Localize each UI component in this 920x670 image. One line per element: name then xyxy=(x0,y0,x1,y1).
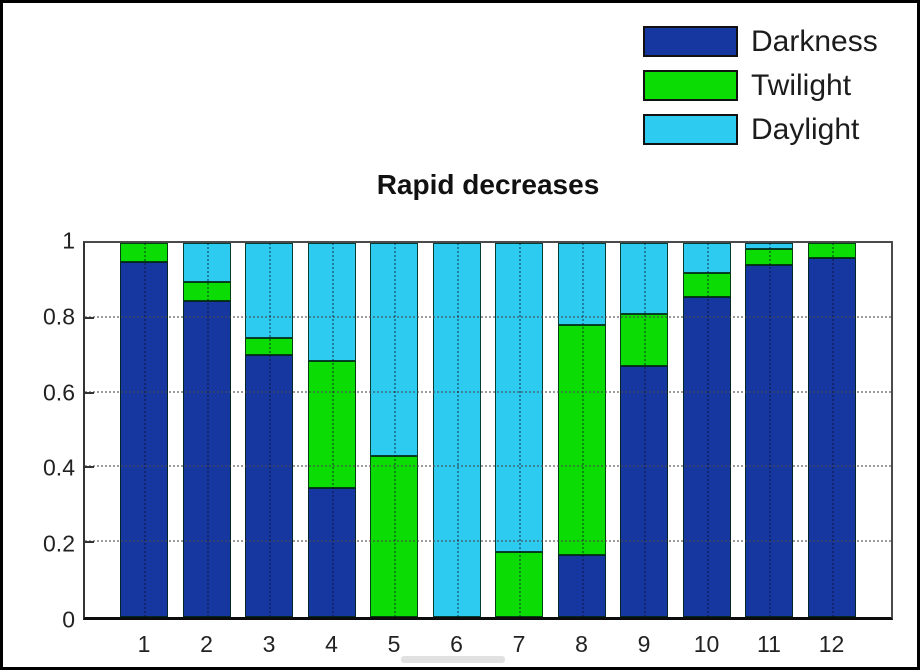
legend-item-darkness: Darkness xyxy=(643,25,878,58)
daylight-swatch xyxy=(643,114,738,145)
twilight-swatch xyxy=(643,70,738,101)
bar-5-segment-twilight xyxy=(370,456,418,617)
stacked-bar-4 xyxy=(307,243,356,617)
y-tick-label-0.2: 0.2 xyxy=(43,530,75,557)
y-tick-label-0.6: 0.6 xyxy=(43,379,75,406)
bar-3-segment-twilight xyxy=(245,338,293,356)
stacked-bar-7 xyxy=(495,243,543,617)
x-tick-label-10: 10 xyxy=(693,631,720,657)
x-tick-label-3: 3 xyxy=(262,631,276,657)
chart-title: Rapid decreases xyxy=(376,169,600,200)
darkness-swatch xyxy=(643,26,738,57)
bar-4-segment-darkness xyxy=(307,487,356,617)
stacked-bar-9 xyxy=(620,243,668,617)
bar-9-segment-darkness xyxy=(620,366,668,617)
x-tick-label-4: 4 xyxy=(325,631,338,657)
bar-9-segment-twilight xyxy=(620,314,668,367)
bar-7-segment-daylight xyxy=(495,243,543,552)
stacked-bar-3 xyxy=(245,243,293,617)
bar-11-segment-daylight xyxy=(745,243,793,249)
legend-label-twilight: Twilight xyxy=(751,68,852,102)
bar-8-segment-daylight xyxy=(557,243,606,326)
x-tick-label-1: 1 xyxy=(137,631,151,657)
stacked-bar-2 xyxy=(182,243,231,617)
stacked-bar-5 xyxy=(370,243,418,617)
bar-12-segment-darkness xyxy=(807,257,856,617)
y-tick-mark xyxy=(85,316,94,319)
stacked-bar-10 xyxy=(682,243,731,617)
x-tick-label-8: 8 xyxy=(575,631,588,657)
bar-11-segment-darkness xyxy=(745,265,793,617)
bar-6-segment-daylight xyxy=(432,243,481,617)
legend-label-daylight: Daylight xyxy=(751,112,860,146)
bar-10-segment-darkness xyxy=(682,297,731,617)
plot-inner xyxy=(85,243,891,617)
bar-2-segment-twilight xyxy=(182,282,231,301)
bar-7-segment-twilight xyxy=(495,551,543,617)
legend-item-daylight: Daylight xyxy=(643,113,859,146)
stacked-bar-8 xyxy=(557,243,606,617)
bar-9-segment-daylight xyxy=(620,243,668,315)
y-tick-label-0: 0 xyxy=(62,606,75,633)
x-tick-label-12: 12 xyxy=(818,631,845,657)
y-tick-mark xyxy=(85,466,94,469)
bar-1-segment-twilight xyxy=(120,243,168,262)
bar-10-segment-daylight xyxy=(682,243,731,273)
bar-10-segment-twilight xyxy=(682,272,731,298)
bar-4-segment-daylight xyxy=(307,243,356,361)
legend-item-twilight: Twilight xyxy=(643,69,851,102)
stacked-bar-1 xyxy=(120,243,168,617)
bar-4-segment-twilight xyxy=(307,360,356,488)
stacked-bar-6 xyxy=(432,243,481,617)
y-tick-label-0.4: 0.4 xyxy=(43,454,75,481)
bar-11-segment-twilight xyxy=(745,248,793,266)
y-tick-label-0.8: 0.8 xyxy=(43,303,75,330)
stacked-bar-11 xyxy=(745,243,793,617)
xlabel-remnant-smudge xyxy=(401,656,505,663)
bar-8-segment-darkness xyxy=(557,555,606,617)
x-tick-label-5: 5 xyxy=(387,631,401,657)
bar-3-segment-darkness xyxy=(245,355,293,617)
x-tick-label-11: 11 xyxy=(757,631,781,657)
legend-label-darkness: Darkness xyxy=(751,24,878,58)
y-tick-label-1: 1 xyxy=(62,227,75,254)
bar-5-segment-daylight xyxy=(370,243,418,457)
bar-8-segment-twilight xyxy=(557,325,606,556)
x-tick-label-6: 6 xyxy=(450,631,463,657)
bar-12-segment-twilight xyxy=(807,243,856,258)
x-tick-label-2: 2 xyxy=(200,631,213,657)
x-tick-label-9: 9 xyxy=(637,631,651,657)
bar-3-segment-daylight xyxy=(245,243,293,339)
plot-area xyxy=(83,241,893,620)
stacked-bar-12 xyxy=(807,243,856,617)
y-tick-mark xyxy=(85,541,94,544)
bar-2-segment-daylight xyxy=(182,243,231,283)
y-tick-mark xyxy=(85,391,94,394)
x-tick-label-7: 7 xyxy=(512,631,526,657)
bar-2-segment-darkness xyxy=(182,300,231,617)
bar-1-segment-darkness xyxy=(120,261,168,617)
